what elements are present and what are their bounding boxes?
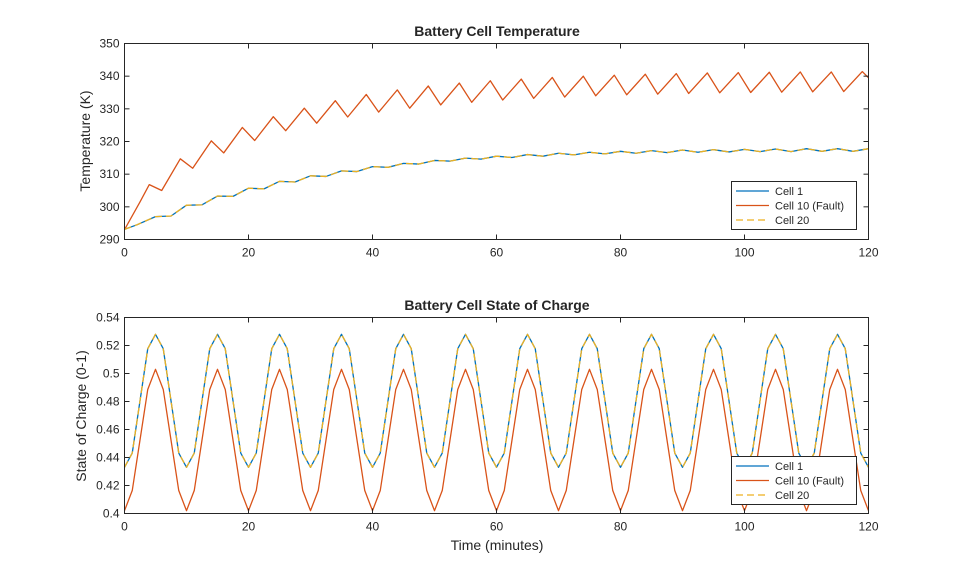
legend: Cell 1 Cell 10 (Fault) Cell 20 — [731, 456, 857, 505]
y-tick-label: 340 — [99, 69, 119, 83]
x-tick-label: 120 — [858, 520, 878, 534]
x-tick-label: 0 — [121, 246, 128, 260]
y-tick-label: 0.42 — [96, 479, 120, 493]
chart-title: Battery Cell State of Charge — [404, 297, 589, 313]
y-tick-label: 0.46 — [96, 423, 120, 437]
y-tick-label: 0.4 — [103, 507, 120, 521]
y-axis-label: Temperature (K) — [77, 90, 93, 191]
x-tick-label: 20 — [242, 520, 256, 534]
legend-label: Cell 10 (Fault) — [775, 476, 844, 488]
y-tick-label: 0.5 — [103, 367, 120, 381]
legend-label: Cell 1 — [775, 461, 803, 473]
y-tick-label: 0.48 — [96, 395, 120, 409]
x-tick-label: 80 — [614, 246, 628, 260]
legend-label: Cell 10 (Fault) — [775, 201, 844, 213]
temperature-chart: Battery Cell Temperature Temperature (K)… — [77, 23, 879, 260]
y-tick-label: 290 — [99, 233, 119, 247]
x-tick-label: 80 — [614, 520, 628, 534]
x-tick-label: 0 — [121, 520, 128, 534]
y-tick-label: 310 — [99, 167, 119, 181]
x-tick-label: 100 — [734, 246, 754, 260]
legend-label: Cell 20 — [775, 215, 809, 227]
state-of-charge-chart: Battery Cell State of Charge State of Ch… — [73, 297, 879, 553]
axes-box — [124, 317, 869, 514]
y-tick-label: 320 — [99, 135, 119, 149]
series-line-3 — [124, 148, 869, 230]
x-tick-label: 40 — [366, 520, 380, 534]
axes-box — [124, 43, 869, 240]
y-tick-label: 0.52 — [96, 339, 120, 353]
y-tick-label: 330 — [99, 102, 119, 116]
y-axis-label: State of Charge (0-1) — [73, 350, 89, 482]
x-tick-label: 120 — [858, 246, 878, 260]
y-tick-label: 0.54 — [96, 311, 120, 325]
x-tick-label: 100 — [734, 520, 754, 534]
series-line-2 — [123, 70, 869, 231]
x-axis-label: Time (minutes) — [451, 537, 544, 553]
y-tick-label: 300 — [99, 200, 119, 214]
x-tick-label: 20 — [242, 246, 256, 260]
axis-ticks: 0 20 40 60 80 100 120 290 300 310 320 330 340 350 — [99, 37, 878, 260]
y-tick-label: 0.44 — [96, 451, 120, 465]
x-tick-label: 60 — [490, 520, 504, 534]
x-tick-label: 60 — [490, 246, 504, 260]
legend-label: Cell 1 — [775, 186, 803, 198]
x-tick-label: 40 — [366, 246, 380, 260]
chart-title: Battery Cell Temperature — [414, 23, 580, 39]
legend: Cell 1 Cell 10 (Fault) Cell 20 — [731, 181, 857, 230]
y-tick-label: 350 — [99, 37, 119, 51]
plot-area — [123, 70, 869, 231]
legend-label: Cell 20 — [775, 490, 809, 502]
axis-ticks: 0 20 40 60 80 100 120 0.4 0.42 0.44 0.46 0.48 0.5 0.5… — [96, 311, 879, 534]
